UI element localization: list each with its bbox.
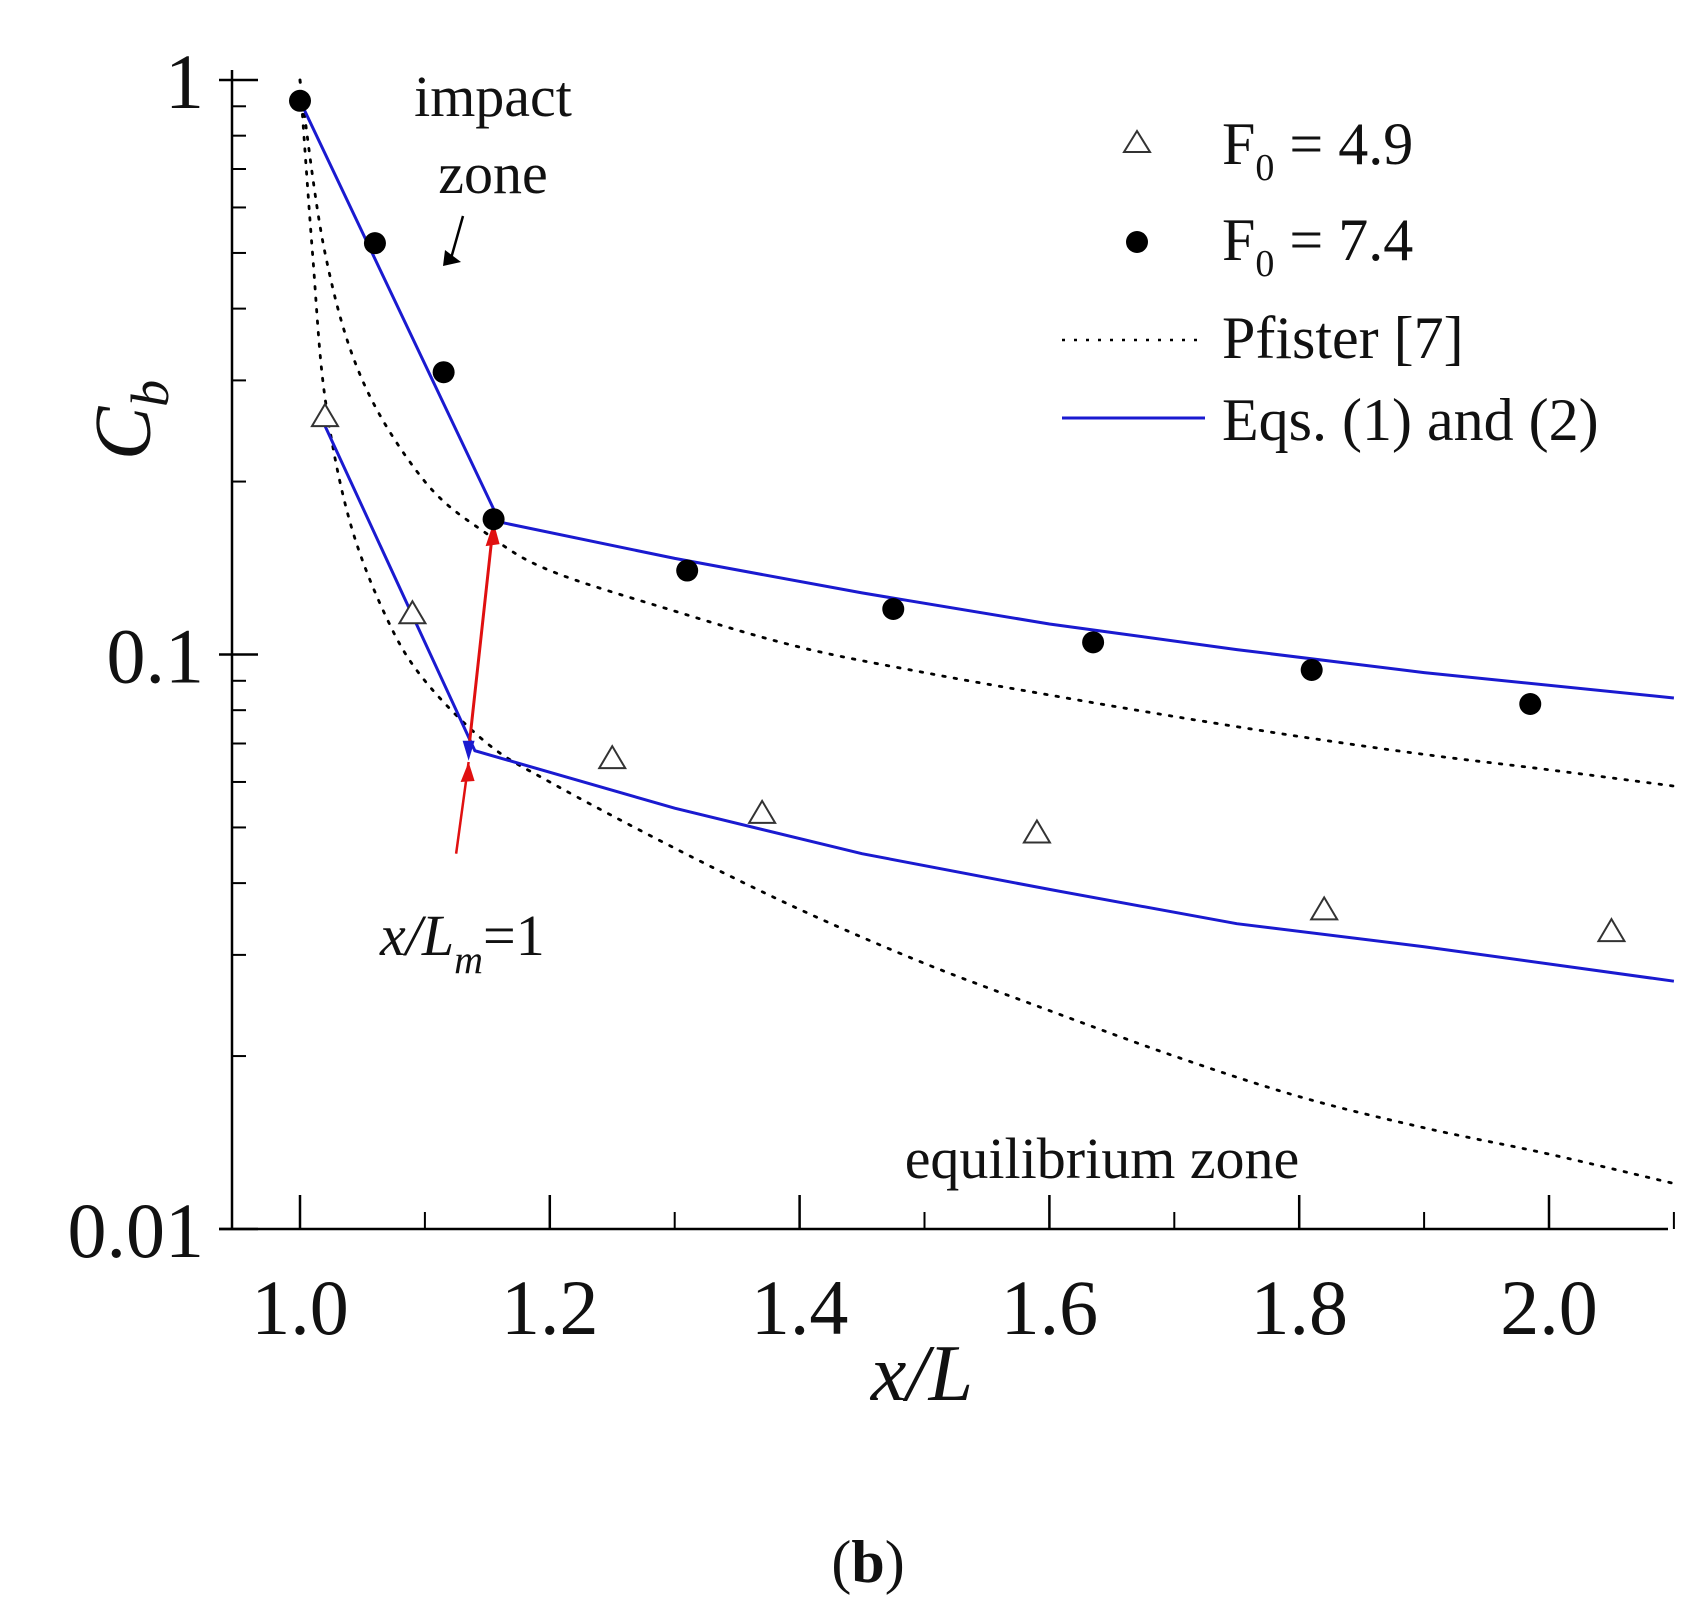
panel-letter: b <box>851 1529 884 1595</box>
point-f74-3 <box>482 508 505 531</box>
xlm-label: x/Lm=1 <box>379 903 545 982</box>
red-arrow-head <box>485 522 500 547</box>
markers <box>289 89 1627 943</box>
y-axis-title: Cb <box>80 380 180 460</box>
svg-text:F0 = 7.4: F0 = 7.4 <box>1222 207 1413 285</box>
x-tick-label-1.0: 1.0 <box>251 1264 349 1351</box>
curves <box>298 78 1676 1185</box>
blue-breakpoint-marker <box>462 740 475 761</box>
legend-item-f74: F0 = 7.4 <box>1126 207 1413 285</box>
point-f49-0 <box>310 402 340 428</box>
legend-marker-triangle <box>1122 129 1152 153</box>
xlm-label-rest: =1 <box>483 903 545 968</box>
x-tick-label-1.4: 1.4 <box>751 1264 849 1351</box>
legend-f74-rest: = 7.4 <box>1274 207 1413 273</box>
point-f49-6 <box>1596 917 1627 943</box>
point-f74-6 <box>1082 631 1105 654</box>
legend-item-f49: F0 = 4.9 <box>1122 111 1413 189</box>
point-f74-2 <box>432 361 455 384</box>
point-f49-3 <box>747 798 777 824</box>
red-arrow-shaft <box>467 521 496 751</box>
red-pointer-head <box>460 761 475 782</box>
x-tick-label-1.2: 1.2 <box>501 1264 599 1351</box>
equation-curve-2 <box>323 425 1675 983</box>
xlm-label-base: x/L <box>379 903 454 968</box>
point-f49-5 <box>1309 895 1339 921</box>
impact-zone-label-line2: zone <box>438 141 548 206</box>
ticks: 1.0 1.2 1.4 1.6 1.8 2.0 1 0.1 0.01 <box>68 38 1675 1351</box>
legend-f74-sub: 0 <box>1255 243 1274 285</box>
panel-paren-close: ) <box>885 1529 905 1595</box>
point-f49-1 <box>397 599 428 625</box>
impact-zone-label-line1: impact <box>414 64 572 129</box>
y-tick-label-1: 1 <box>165 38 204 125</box>
legend-f49-rest: = 4.9 <box>1274 111 1413 177</box>
y-axis-title-base: C <box>80 405 168 460</box>
point-f74-5 <box>882 598 905 621</box>
point-f74-1 <box>363 232 386 255</box>
legend-f49-base: F <box>1222 111 1255 177</box>
svg-text:Cb: Cb <box>80 380 180 460</box>
equilibrium-zone-label: equilibrium zone <box>905 1126 1300 1191</box>
point-f49-2 <box>597 744 628 770</box>
x-tick-label-1.8: 1.8 <box>1250 1264 1348 1351</box>
axes <box>219 70 1668 1231</box>
legend-pfister-label: Pfister [7] <box>1222 305 1464 371</box>
x-tick-label-1.6: 1.6 <box>1001 1264 1099 1351</box>
point-f74-7 <box>1300 658 1323 681</box>
xlm-label-sub: m <box>454 937 483 982</box>
legend-item-equations: Eqs. (1) and (2) <box>1062 387 1599 453</box>
impact-zone-arrow <box>443 215 465 266</box>
x-axis-title: x/L <box>870 1330 973 1418</box>
panel-label: (b) <box>831 1529 904 1595</box>
equation-curve-1 <box>298 100 1675 700</box>
legend: F0 = 4.9 F0 = 7.4 Pfister [7] Eqs. (1) a… <box>1062 111 1599 453</box>
point-f49-4 <box>1022 818 1052 844</box>
point-f74-4 <box>676 559 699 582</box>
y-tick-label-0.01: 0.01 <box>68 1187 205 1274</box>
legend-equations-label: Eqs. (1) and (2) <box>1222 387 1599 453</box>
y-tick-label-0.1: 0.1 <box>107 613 205 700</box>
legend-item-pfister: Pfister [7] <box>1062 305 1464 371</box>
legend-f49-sub: 0 <box>1255 147 1274 189</box>
point-f74-8 <box>1519 693 1542 716</box>
point-f74-0 <box>289 89 311 112</box>
legend-f74-base: F <box>1222 207 1255 273</box>
panel-paren-open: ( <box>831 1529 851 1595</box>
pfister-curve-2 <box>298 78 1676 1185</box>
legend-marker-circle <box>1126 231 1148 253</box>
x-tick-label-2.0: 2.0 <box>1500 1264 1598 1351</box>
pfister-curve-1 <box>298 78 1676 788</box>
y-axis-title-sub: b <box>120 380 180 407</box>
svg-text:F0 = 4.9: F0 = 4.9 <box>1222 111 1413 189</box>
